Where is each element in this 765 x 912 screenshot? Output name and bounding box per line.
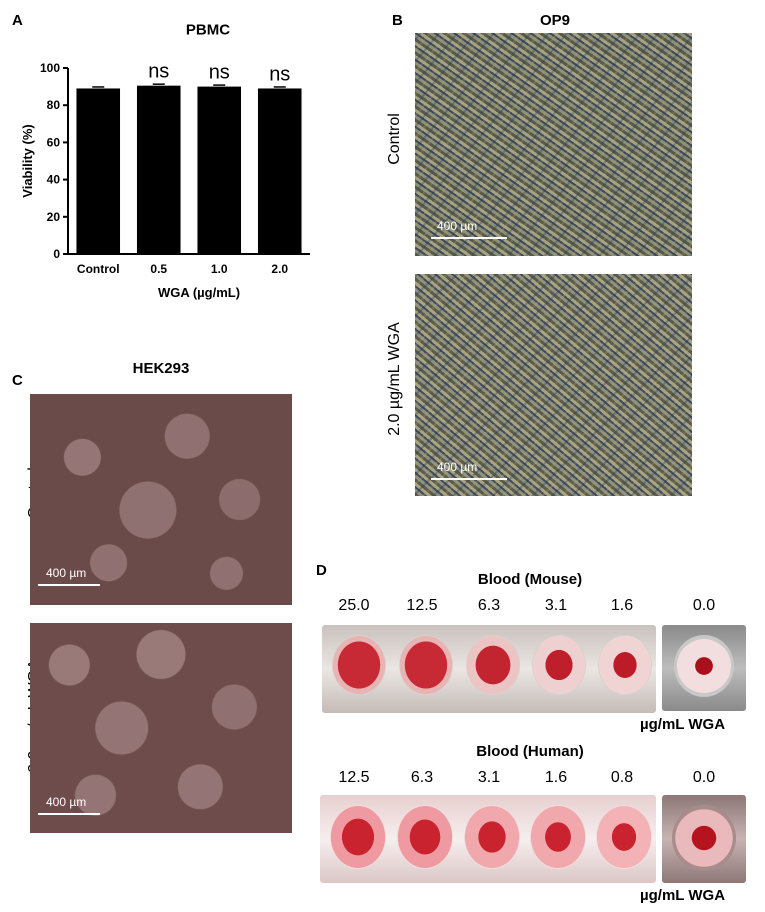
mouse-well <box>532 635 586 695</box>
mouse-well-strip <box>322 625 656 713</box>
op9-row-label-control: Control <box>386 113 403 165</box>
mouse-conc-3: 6.3 <box>477 597 501 614</box>
panel-letter-a: A <box>12 12 23 29</box>
hek293-wga-micrograph: 400 µm <box>30 623 292 833</box>
blood-human-title: Blood (Human) <box>476 743 584 760</box>
human-conc-5: 0.8 <box>610 769 634 786</box>
y-tick-label: 40 <box>47 173 61 187</box>
x-tick-label: 0.5 <box>150 262 167 276</box>
bar <box>197 86 242 254</box>
panel-letter-c: C <box>12 372 23 389</box>
human-conc-2: 6.3 <box>410 769 434 786</box>
human-conc-control: 0.0 <box>692 769 716 786</box>
significance-label: ns <box>269 63 290 85</box>
viability-bar-chart: PBMC 0 20 40 60 80 100 Control 0.5 ns 1.0 ns 2.0 ns W… <box>20 21 310 300</box>
panel-letter-b: B <box>392 12 403 29</box>
mouse-well <box>399 635 453 695</box>
y-tick-label: 80 <box>47 98 61 112</box>
human-well <box>672 805 736 871</box>
mouse-well <box>598 635 652 695</box>
x-axis-label: WGA (µg/mL) <box>158 285 240 300</box>
bar <box>76 88 121 255</box>
mouse-unit-label: µg/mL WGA <box>640 716 726 733</box>
bar <box>257 88 302 255</box>
scale-bar-label: 400 µm <box>437 460 478 474</box>
scale-bar-label: 400 µm <box>46 566 87 580</box>
y-tick-label: 20 <box>47 210 61 224</box>
blood-mouse-title: Blood (Mouse) <box>477 571 583 588</box>
mouse-conc-4: 3.1 <box>544 597 568 614</box>
y-tick-label: 100 <box>40 61 60 75</box>
human-conc-4: 1.6 <box>544 769 568 786</box>
scale-bar <box>38 584 100 586</box>
mouse-well <box>466 635 520 695</box>
hek293-control-micrograph: 400 µm <box>30 394 292 605</box>
op9-wga-micrograph: 400 µm <box>415 274 692 496</box>
human-conc-1: 12.5 <box>338 769 370 786</box>
chart-title: PBMC <box>186 21 230 38</box>
mouse-well <box>332 635 386 695</box>
human-well <box>397 805 453 869</box>
scale-bar <box>431 237 507 239</box>
mouse-control-well <box>662 625 746 711</box>
human-well <box>596 805 652 869</box>
x-tick-label: 1.0 <box>211 262 228 276</box>
scale-bar <box>431 478 507 480</box>
human-unit-label: µg/mL WGA <box>640 887 726 904</box>
mouse-conc-2: 12.5 <box>406 597 438 614</box>
x-tick-label: Control <box>77 262 120 276</box>
bar <box>136 85 181 254</box>
scale-bar <box>38 813 100 815</box>
scale-bar-label: 400 µm <box>437 219 478 233</box>
human-conc-3: 3.1 <box>477 769 501 786</box>
mouse-well <box>674 635 734 697</box>
human-control-well <box>662 795 746 883</box>
op9-row-label-wga: 2.0 µg/mL WGA <box>386 322 403 436</box>
y-tick-label: 0 <box>53 247 60 261</box>
mouse-conc-1: 25.0 <box>338 597 370 614</box>
scale-bar-label: 400 µm <box>46 795 87 809</box>
op9-control-micrograph: 400 µm <box>415 33 692 256</box>
mouse-conc-control: 0.0 <box>692 597 716 614</box>
human-well-strip <box>320 795 656 883</box>
human-well <box>530 805 586 869</box>
mouse-conc-5: 1.6 <box>610 597 634 614</box>
significance-label: ns <box>209 62 230 84</box>
panel-c-title: HEK293 <box>132 360 190 377</box>
y-axis-label: Viability (%) <box>20 124 35 197</box>
panel-b-title: OP9 <box>539 12 570 29</box>
significance-label: ns <box>148 61 169 83</box>
y-tick-label: 60 <box>47 135 61 149</box>
panel-letter-d: D <box>316 562 327 579</box>
human-well <box>330 805 386 869</box>
human-well <box>464 805 520 869</box>
x-tick-label: 2.0 <box>271 262 288 276</box>
